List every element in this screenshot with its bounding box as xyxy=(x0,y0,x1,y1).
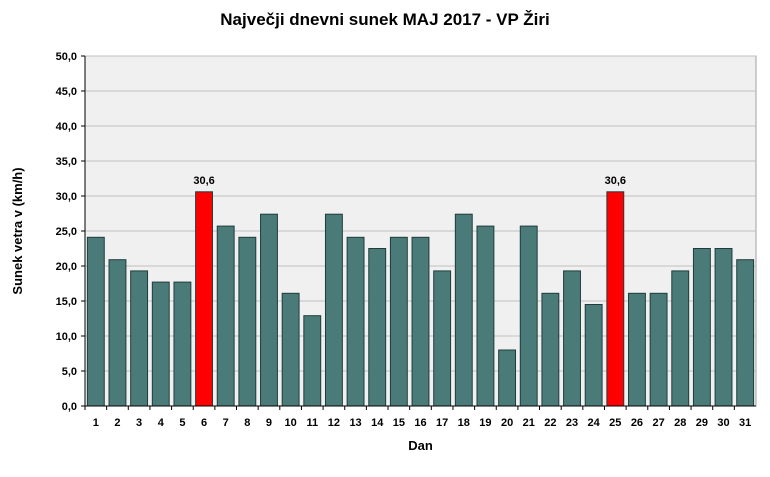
y-tick-label: 10,0 xyxy=(56,331,77,343)
x-tick-label: 7 xyxy=(223,417,229,429)
x-tick-label: 26 xyxy=(631,417,643,429)
x-tick-label: 25 xyxy=(609,417,621,429)
bar-day-1 xyxy=(86,236,105,407)
bar-day-24 xyxy=(584,304,603,407)
y-axis-title: Sunek vetra v (km/h) xyxy=(10,167,25,294)
bar-day-20 xyxy=(498,349,517,407)
x-axis-ticks: 1 2 3 4 5 6 7 8 9 10 11 12 13 14 15 16 17 18 19 20 21 22 23 24 2… xyxy=(84,406,751,429)
x-tick-label: 15 xyxy=(393,417,405,429)
y-tick-label: 50,0 xyxy=(56,51,77,63)
bar-day-26 xyxy=(628,292,646,407)
bar-day-21 xyxy=(519,225,538,407)
data-label: 30,6 xyxy=(605,175,626,187)
x-tick-label: 16 xyxy=(414,417,426,429)
y-tick-label: 25,0 xyxy=(56,226,77,238)
x-tick-label: 6 xyxy=(201,417,207,429)
x-tick-label: 3 xyxy=(136,417,142,429)
bar-day-14 xyxy=(368,248,387,407)
bar-day-30 xyxy=(714,248,733,407)
x-tick-label: 17 xyxy=(436,417,448,429)
bar-day-13 xyxy=(346,236,365,407)
x-tick-label: 31 xyxy=(739,417,751,429)
data-labels: 30,6 30,6 xyxy=(193,175,626,187)
x-tick-label: 29 xyxy=(696,417,708,429)
bar-day-10 xyxy=(281,292,300,407)
bars xyxy=(86,191,755,407)
x-tick-label: 8 xyxy=(244,417,250,429)
y-tick-label: 35,0 xyxy=(56,156,77,168)
bar-day-6 xyxy=(195,191,213,407)
bar-day-29 xyxy=(692,248,711,407)
bar-day-25 xyxy=(606,191,625,407)
x-axis-title: Dan xyxy=(408,438,433,453)
bar-day-2 xyxy=(108,259,127,407)
bar-day-7 xyxy=(216,225,235,407)
bar-day-3 xyxy=(130,270,149,407)
y-tick-label: 45,0 xyxy=(56,86,77,98)
x-tick-label: 5 xyxy=(179,417,185,429)
x-tick-label: 10 xyxy=(285,417,297,429)
bar-day-31 xyxy=(736,259,755,407)
y-tick-label: 40,0 xyxy=(56,121,77,133)
y-tick-label: 15,0 xyxy=(56,296,77,308)
x-tick-label: 22 xyxy=(544,417,556,429)
bar-day-8 xyxy=(238,236,257,407)
bar-day-18 xyxy=(454,213,473,407)
chart-title: Največji dnevni sunek MAJ 2017 - VP Žiri xyxy=(220,10,550,29)
x-tick-label: 14 xyxy=(371,417,384,429)
x-tick-label: 21 xyxy=(523,417,535,429)
data-label: 30,6 xyxy=(193,175,214,187)
bar-day-17 xyxy=(433,270,452,407)
bar-day-15 xyxy=(389,236,408,407)
x-tick-label: 24 xyxy=(588,417,601,429)
x-tick-label: 23 xyxy=(566,417,578,429)
bar-day-4 xyxy=(151,281,170,407)
x-tick-label: 12 xyxy=(328,417,340,429)
x-tick-label: 2 xyxy=(114,417,120,429)
x-tick-label: 9 xyxy=(266,417,272,429)
x-tick-label: 28 xyxy=(674,417,686,429)
x-tick-label: 20 xyxy=(501,417,513,429)
x-tick-label: 19 xyxy=(479,417,491,429)
y-tick-label: 0,0 xyxy=(62,401,77,413)
y-axis-ticks: 0,0 5,0 10,0 15,0 20,0 25,0 30,0 35,0 40,0 45,0 50… xyxy=(56,51,85,413)
x-tick-label: 11 xyxy=(306,417,318,429)
y-tick-label: 5,0 xyxy=(62,366,77,378)
bar-day-11 xyxy=(303,315,322,407)
bar-day-22 xyxy=(541,292,560,407)
bar-day-28 xyxy=(671,270,690,407)
x-tick-label: 30 xyxy=(717,417,729,429)
bar-day-12 xyxy=(324,213,343,407)
y-tick-label: 30,0 xyxy=(56,191,77,203)
bar-day-9 xyxy=(260,213,278,407)
bar-day-27 xyxy=(649,292,668,407)
x-tick-label: 4 xyxy=(158,417,165,429)
bar-day-19 xyxy=(476,225,495,407)
x-tick-label: 27 xyxy=(652,417,664,429)
x-tick-label: 1 xyxy=(93,417,99,429)
x-tick-label: 18 xyxy=(458,417,470,429)
y-tick-label: 20,0 xyxy=(56,261,77,273)
bar-day-16 xyxy=(411,236,430,407)
bar-day-5 xyxy=(173,281,192,407)
x-tick-label: 13 xyxy=(349,417,361,429)
bar-day-23 xyxy=(563,270,581,407)
